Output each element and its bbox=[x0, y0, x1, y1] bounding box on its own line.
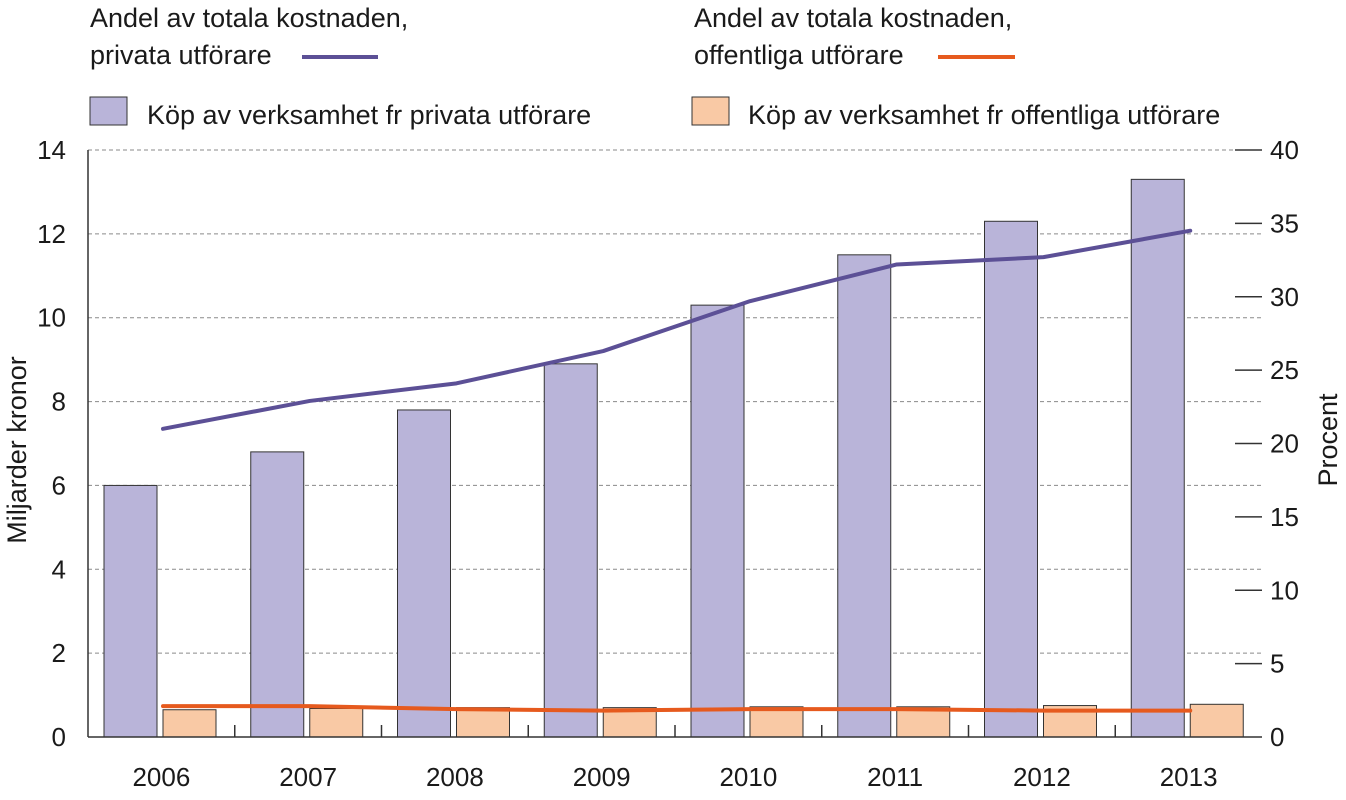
y2-tick-label: 30 bbox=[1270, 282, 1299, 312]
y-tick-label: 6 bbox=[52, 470, 66, 500]
x-tick-label: 2009 bbox=[573, 762, 631, 792]
legend-line-private-label-1: Andel av totala kostnaden, bbox=[90, 3, 408, 33]
bar-private-2011 bbox=[837, 254, 892, 738]
y-tick-label: 12 bbox=[37, 219, 66, 249]
axes bbox=[87, 149, 1262, 738]
y2-tick-label: 15 bbox=[1270, 502, 1299, 532]
x-tick-label: 2008 bbox=[426, 762, 484, 792]
y2-tick-label: 5 bbox=[1270, 649, 1284, 679]
x-tick-label: 2013 bbox=[1160, 762, 1218, 792]
legend-item-line-public: Andel av totala kostnaden, offentliga ut… bbox=[694, 3, 1015, 70]
bar-private-2012 bbox=[984, 220, 1038, 738]
y2-tick-label: 0 bbox=[1270, 722, 1284, 752]
line-public-share bbox=[161, 704, 1193, 713]
x-tick-label: 2012 bbox=[1013, 762, 1071, 792]
y2-tick-label: 40 bbox=[1270, 135, 1299, 165]
y-tick-label: 2 bbox=[52, 638, 66, 668]
legend-item-bar-public: Köp av verksamhet fr offentliga utförare bbox=[691, 96, 1220, 130]
legend-bar-private-swatch bbox=[89, 96, 128, 126]
series-lines bbox=[161, 228, 1193, 713]
bar-private-2013 bbox=[1130, 178, 1185, 738]
bar-public-2011 bbox=[896, 706, 951, 738]
legend-line-public-label-1: Andel av totala kostnaden, bbox=[694, 3, 1012, 33]
bar-private-2008 bbox=[397, 409, 451, 738]
line-private-share bbox=[161, 228, 1193, 431]
y-tick-label: 0 bbox=[52, 722, 66, 752]
y-tick-label: 4 bbox=[52, 554, 66, 584]
y2-tick-label: 10 bbox=[1270, 575, 1299, 605]
y2-tick-label: 20 bbox=[1270, 429, 1299, 459]
y-tick-label: 14 bbox=[37, 135, 66, 165]
bar-private-2009 bbox=[543, 363, 598, 738]
tick-labels: 0 2 4 6 8 10 12 14 0 5 10 15 20 25 30 35 40 2006 2007 2008 2… bbox=[37, 135, 1299, 792]
legend-bar-public-swatch bbox=[691, 96, 730, 126]
bar-private-2006 bbox=[103, 484, 158, 738]
bars bbox=[103, 178, 1244, 738]
legend-bar-public-label: Köp av verksamhet fr offentliga utförare bbox=[748, 100, 1220, 130]
y-tick-label: 8 bbox=[52, 387, 66, 417]
bar-private-2010 bbox=[690, 304, 745, 738]
legend-line-private-label-2: privata utförare bbox=[90, 40, 272, 70]
legend-item-line-private: Andel av totala kostnaden, privata utför… bbox=[90, 3, 408, 70]
x-tick-label: 2010 bbox=[719, 762, 777, 792]
x-tick-label: 2006 bbox=[132, 762, 190, 792]
y2-tick-label: 25 bbox=[1270, 355, 1299, 385]
legend: Andel av totala kostnaden, privata utför… bbox=[89, 3, 1220, 130]
legend-bar-private-label: Köp av verksamhet fr privata utförare bbox=[147, 100, 591, 130]
bar-public-2009 bbox=[602, 707, 657, 738]
y-axis-title: Miljarder kronor bbox=[2, 356, 32, 544]
y-tick-label: 10 bbox=[37, 303, 66, 333]
legend-item-bar-private: Köp av verksamhet fr privata utförare bbox=[89, 96, 591, 130]
bar-public-2010 bbox=[749, 706, 804, 738]
bar-public-2006 bbox=[162, 709, 217, 738]
legend-line-public-label-2: offentliga utförare bbox=[694, 40, 904, 70]
x-tick-label: 2007 bbox=[279, 762, 337, 792]
bar-public-2008 bbox=[456, 707, 510, 738]
y2-axis-title: Procent bbox=[1313, 393, 1343, 487]
y2-tick-label: 35 bbox=[1270, 208, 1299, 238]
bar-public-2007 bbox=[309, 707, 364, 738]
x-tick-label: 2011 bbox=[867, 762, 923, 792]
bar-public-2013 bbox=[1189, 703, 1244, 738]
bar-private-2007 bbox=[250, 451, 305, 738]
